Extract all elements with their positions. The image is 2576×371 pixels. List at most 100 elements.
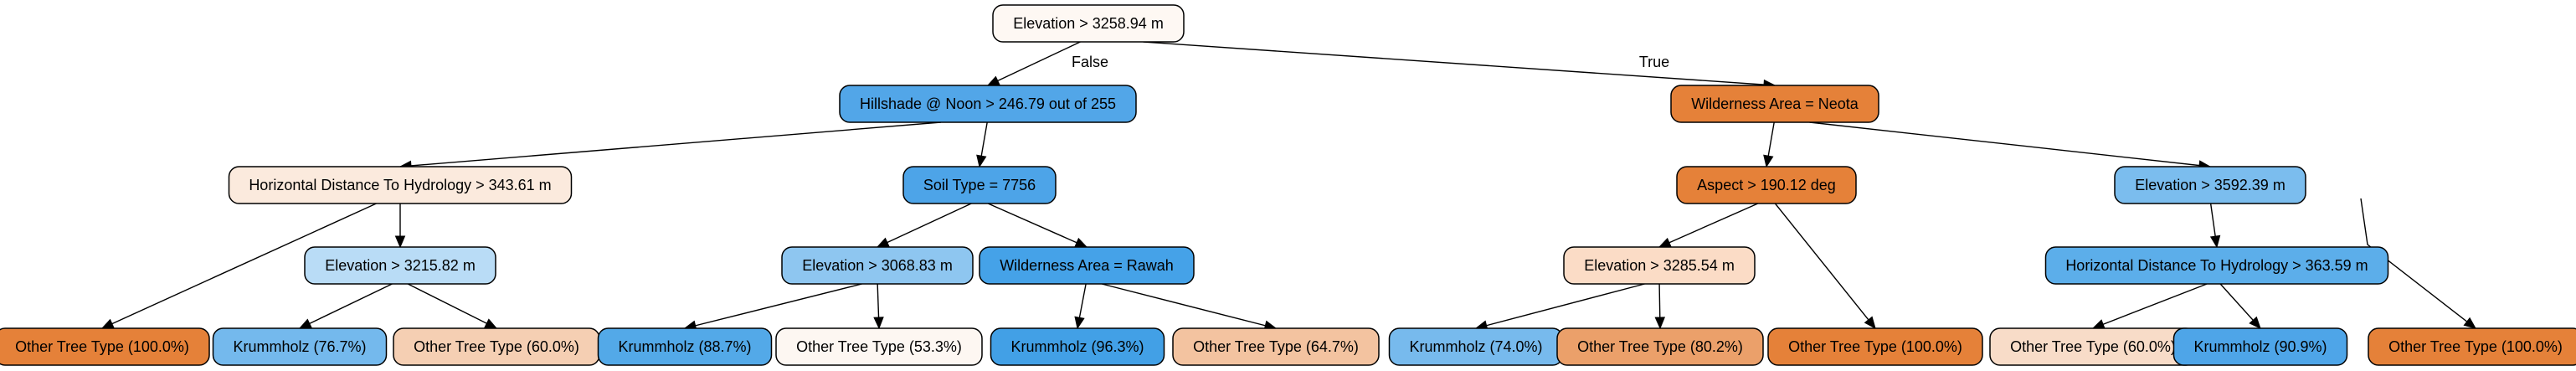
edge-line bbox=[1658, 203, 1759, 248]
arrow-head bbox=[298, 318, 312, 329]
node-box bbox=[839, 85, 1137, 123]
node-box bbox=[992, 4, 1185, 43]
arrow-head bbox=[1658, 237, 1672, 248]
edges-layer: False True bbox=[100, 41, 2477, 331]
node-box bbox=[1172, 327, 1380, 366]
edge-line bbox=[2092, 283, 2208, 329]
node-label: Horizontal Distance To Hydrology > 343.6… bbox=[249, 177, 551, 193]
edge-n6-l13 bbox=[2360, 198, 2477, 329]
node-box bbox=[0, 327, 210, 366]
node-box bbox=[1767, 327, 1983, 366]
decision-node-n1: Hillshade @ Noon > 246.79 out of 255 bbox=[839, 85, 1137, 123]
edge-n1-n4 bbox=[976, 121, 988, 168]
node-label: Krummholz (90.9%) bbox=[2193, 338, 2327, 355]
edge-line bbox=[684, 283, 862, 329]
edge-line bbox=[399, 121, 941, 167]
edge-n10-l8 bbox=[1474, 283, 1645, 331]
leaf-node-l11: Other Tree Type (60.0%) bbox=[1989, 327, 2197, 366]
node-box bbox=[597, 327, 773, 366]
edge-line bbox=[1143, 41, 1776, 86]
leaf-node-l12: Krummholz (90.9%) bbox=[2172, 327, 2348, 366]
node-box bbox=[1563, 246, 1756, 285]
node-label: Other Tree Type (60.0%) bbox=[414, 338, 579, 355]
node-label: Krummholz (74.0%) bbox=[1409, 338, 1542, 355]
node-label: Other Tree Type (100.0%) bbox=[1788, 338, 1962, 355]
arrow-head bbox=[2209, 234, 2221, 249]
edge-line bbox=[101, 203, 377, 329]
edge-n11-l12 bbox=[2219, 283, 2261, 329]
node-label: Wilderness Area = Rawah bbox=[1000, 257, 1174, 274]
decision-node-n10: Elevation > 3285.54 m bbox=[1563, 246, 1756, 285]
node-label: Soil Type = 7756 bbox=[923, 177, 1036, 193]
node-label: Horizontal Distance To Hydrology > 363.5… bbox=[2065, 257, 2368, 274]
edge-n4-n8 bbox=[876, 203, 972, 248]
node-label: Krummholz (96.3%) bbox=[1010, 338, 1144, 355]
node-label: Elevation > 3258.94 m bbox=[1013, 15, 1164, 32]
node-box bbox=[1670, 85, 1879, 123]
arrow-head bbox=[1654, 317, 1666, 330]
edge-label-false: False bbox=[1072, 54, 1108, 70]
edge-n7-l2 bbox=[298, 283, 393, 329]
edge-line bbox=[407, 283, 497, 329]
edge-line bbox=[1809, 121, 2211, 167]
node-label: Elevation > 3285.54 m bbox=[1584, 257, 1735, 274]
node-label: Krummholz (76.7%) bbox=[233, 338, 366, 355]
edge-line bbox=[2360, 198, 2476, 329]
leaf-node-l8: Krummholz (74.0%) bbox=[1388, 327, 1564, 366]
decision-node-n7: Elevation > 3215.82 m bbox=[304, 246, 496, 285]
node-box bbox=[212, 327, 388, 366]
decision-node-n9: Wilderness Area = Rawah bbox=[979, 246, 1195, 285]
decision-node-n11: Horizontal Distance To Hydrology > 363.5… bbox=[2044, 246, 2389, 285]
decision-node-n4: Soil Type = 7756 bbox=[902, 166, 1057, 204]
edge-root-n2: True bbox=[1143, 41, 1776, 90]
arrow-head bbox=[976, 154, 987, 168]
node-box bbox=[775, 327, 983, 366]
arrow-head bbox=[2249, 316, 2261, 329]
leaf-node-l10: Other Tree Type (100.0%) bbox=[1767, 327, 1983, 366]
node-box bbox=[1556, 327, 1764, 366]
edge-n2-n6 bbox=[1809, 121, 2212, 171]
node-box bbox=[781, 246, 974, 285]
node-label: Wilderness Area = Neota bbox=[1691, 95, 1859, 112]
arrow-head bbox=[394, 235, 406, 249]
decision-node-n3: Horizontal Distance To Hydrology > 343.6… bbox=[228, 166, 573, 204]
edge-line bbox=[987, 41, 1081, 86]
node-label: Elevation > 3215.82 m bbox=[325, 257, 476, 274]
leaf-node-l5: Other Tree Type (53.3%) bbox=[775, 327, 983, 366]
arrow-head bbox=[1074, 237, 1088, 248]
decision-node-n8: Elevation > 3068.83 m bbox=[781, 246, 974, 285]
edge-n6-n11 bbox=[2209, 203, 2221, 249]
node-box bbox=[2368, 327, 2576, 366]
node-label: Other Tree Type (60.0%) bbox=[2010, 338, 2176, 355]
edge-n7-l3 bbox=[407, 283, 498, 329]
node-label: Other Tree Type (100.0%) bbox=[15, 338, 189, 355]
edge-line bbox=[1475, 283, 1645, 329]
edge-root-n1: False bbox=[986, 41, 1108, 86]
edge-line bbox=[299, 283, 393, 329]
node-box bbox=[902, 166, 1057, 204]
edge-n8-l5 bbox=[873, 283, 884, 330]
node-label: Other Tree Type (64.7%) bbox=[1193, 338, 1359, 355]
arrow-head bbox=[986, 75, 1000, 86]
leaf-node-l6: Krummholz (96.3%) bbox=[990, 327, 1165, 366]
edge-n5-l10 bbox=[1774, 203, 1876, 330]
arrow-head bbox=[2463, 317, 2477, 329]
arrow-head bbox=[873, 317, 884, 330]
node-label: Elevation > 3592.39 m bbox=[2135, 177, 2285, 193]
decision-node-n2: Wilderness Area = Neota bbox=[1670, 85, 1879, 123]
decision-node-n5: Aspect > 190.12 deg bbox=[1676, 166, 1857, 204]
node-box bbox=[990, 327, 1165, 366]
node-box bbox=[979, 246, 1195, 285]
edge-line bbox=[1101, 283, 1277, 329]
node-box bbox=[1676, 166, 1857, 204]
leaf-node-l9: Other Tree Type (80.2%) bbox=[1556, 327, 1764, 366]
arrow-head bbox=[484, 318, 498, 329]
edge-n10-l9 bbox=[1654, 283, 1666, 330]
arrow-head bbox=[1074, 316, 1085, 330]
edge-n9-l6 bbox=[1074, 283, 1087, 330]
node-box bbox=[2114, 166, 2306, 204]
edge-line bbox=[987, 203, 1087, 248]
arrow-head bbox=[100, 318, 115, 329]
leaf-node-l4: Krummholz (88.7%) bbox=[597, 327, 773, 366]
